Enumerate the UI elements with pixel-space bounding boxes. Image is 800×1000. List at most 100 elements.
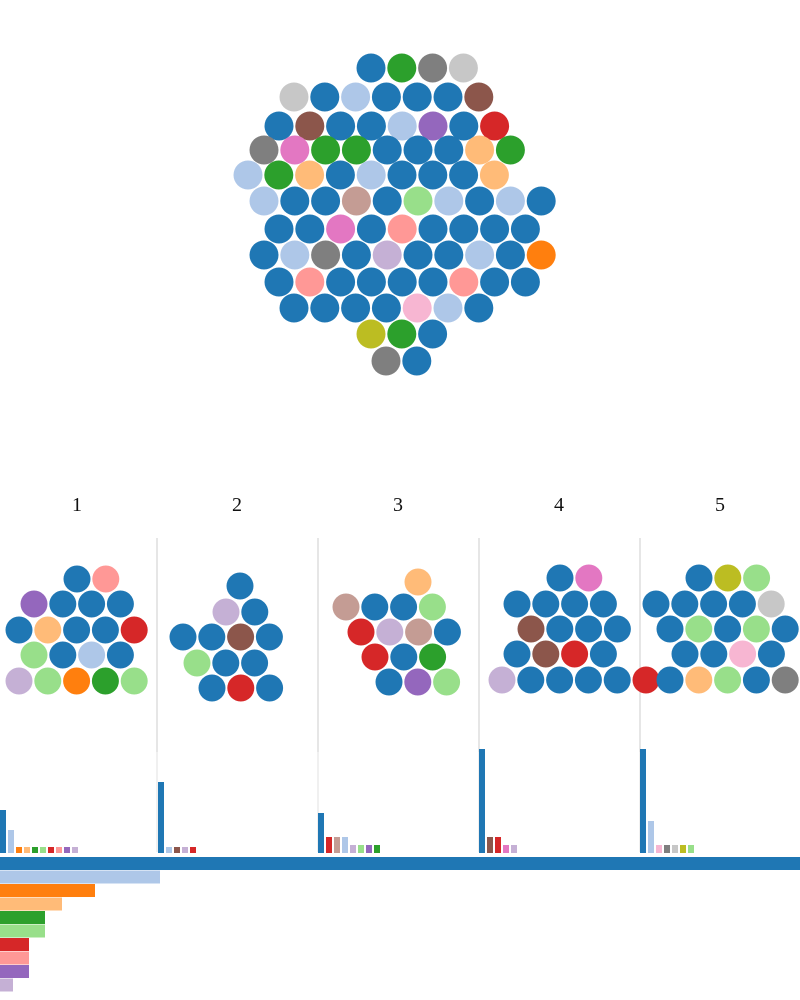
group-1-bubble [5, 667, 33, 695]
group-1-bar [72, 847, 78, 853]
group-2-bubble [169, 623, 197, 651]
group-4-bubble [603, 666, 631, 694]
group-4-bubble [574, 666, 602, 694]
group-5-bubble [771, 666, 799, 694]
group-1-bubble [49, 641, 77, 669]
group-1-bar [8, 830, 14, 853]
totals-bar [0, 884, 95, 897]
group-5-bubble [714, 564, 742, 592]
cluster-bubble [434, 240, 464, 270]
group-3-bar [326, 837, 332, 853]
group-4-bubble [546, 615, 574, 643]
totals-bar [0, 857, 800, 870]
group-3-bubble [418, 593, 446, 621]
cluster-bubble [387, 214, 417, 244]
group-1-bubble [91, 616, 119, 644]
cluster-bubble [464, 82, 494, 112]
group-1-bubble [120, 616, 148, 644]
cluster-bubble [280, 135, 310, 165]
cluster-bubble [356, 53, 386, 83]
cluster-bubble [310, 293, 340, 323]
cluster-bubble [279, 293, 309, 323]
cluster-bubble [356, 111, 386, 141]
group-3-bubble [404, 668, 432, 696]
group-4-bubble [561, 640, 589, 668]
cluster-bubble [402, 82, 432, 112]
group-5-bubble [742, 615, 770, 643]
totals-bar [0, 911, 45, 924]
group-4-bar [503, 845, 509, 853]
group-4-bubble [503, 640, 531, 668]
cluster-bubble [264, 267, 294, 297]
group-4-bar [495, 837, 501, 853]
cluster-bubble [264, 214, 294, 244]
group-5-bubble [714, 615, 742, 643]
group-4-bubble [632, 666, 660, 694]
group-5-bubble [642, 590, 670, 618]
cluster-bubble [449, 267, 479, 297]
group-2-bubble [255, 623, 283, 651]
group-5-bar [656, 845, 662, 853]
cluster-bubble [465, 240, 495, 270]
group-3-bar [374, 845, 380, 853]
totals-bar [0, 965, 29, 978]
group-4-bar [479, 749, 485, 853]
cluster-bubble [434, 186, 464, 216]
cluster-bubble [372, 186, 402, 216]
cluster-bubble [510, 214, 540, 244]
cluster-bubble [387, 53, 417, 83]
cluster-bubble [449, 160, 479, 190]
cluster-bubble [356, 214, 386, 244]
cluster-bubble [279, 82, 309, 112]
group-1-bubble [63, 565, 91, 593]
cluster-bubble [418, 53, 448, 83]
cluster-bubble [341, 293, 371, 323]
group-5-bubble [714, 666, 742, 694]
cluster-bubble [433, 293, 463, 323]
group-1-bubble [20, 641, 48, 669]
group-4-bar [487, 837, 493, 853]
cluster-bubble [403, 135, 433, 165]
cluster-bubble [479, 160, 509, 190]
cluster-bubble [371, 346, 401, 376]
group-4-bubble [546, 564, 574, 592]
cluster-bubble [295, 267, 325, 297]
cluster-bubble [526, 240, 556, 270]
group-5-bar [688, 845, 694, 853]
group-3-bubble [347, 618, 375, 646]
cluster-bubble [480, 267, 510, 297]
group-3-bubble [361, 593, 389, 621]
group-3-bubble [375, 668, 403, 696]
group-label-2: 2 [232, 494, 242, 516]
group-1-bubble [63, 667, 91, 695]
cluster-bubble [480, 214, 510, 244]
group-3-bar [366, 845, 372, 853]
group-4-bubble [503, 590, 531, 618]
cluster-bubble [311, 135, 341, 165]
group-5-bar [648, 821, 654, 853]
group-1-bubble [49, 590, 77, 618]
group-1-bubble [34, 667, 62, 695]
cluster-bubble [448, 53, 478, 83]
cluster-bubble [402, 293, 432, 323]
group-2-bubble [198, 623, 226, 651]
group-5-bubble [728, 590, 756, 618]
group-4-bubble [517, 666, 545, 694]
cluster-bubble [418, 267, 448, 297]
cluster-bubble [295, 214, 325, 244]
group-4-bubble [488, 666, 516, 694]
group-1-bubble [92, 565, 120, 593]
cluster-bubble [495, 240, 525, 270]
group-1-bar [64, 847, 70, 853]
group-5-bar [672, 845, 678, 853]
cluster-bubble [249, 135, 279, 165]
group-1-bubble [120, 667, 148, 695]
cluster-bubble [495, 135, 525, 165]
cluster-bubble [418, 319, 448, 349]
group-5-bubble [685, 564, 713, 592]
group-1-bubble [5, 616, 33, 644]
group-3-bar [318, 813, 324, 853]
group-2-bubble [212, 598, 240, 626]
cluster-bubble [311, 186, 341, 216]
group-5-bubble [656, 615, 684, 643]
